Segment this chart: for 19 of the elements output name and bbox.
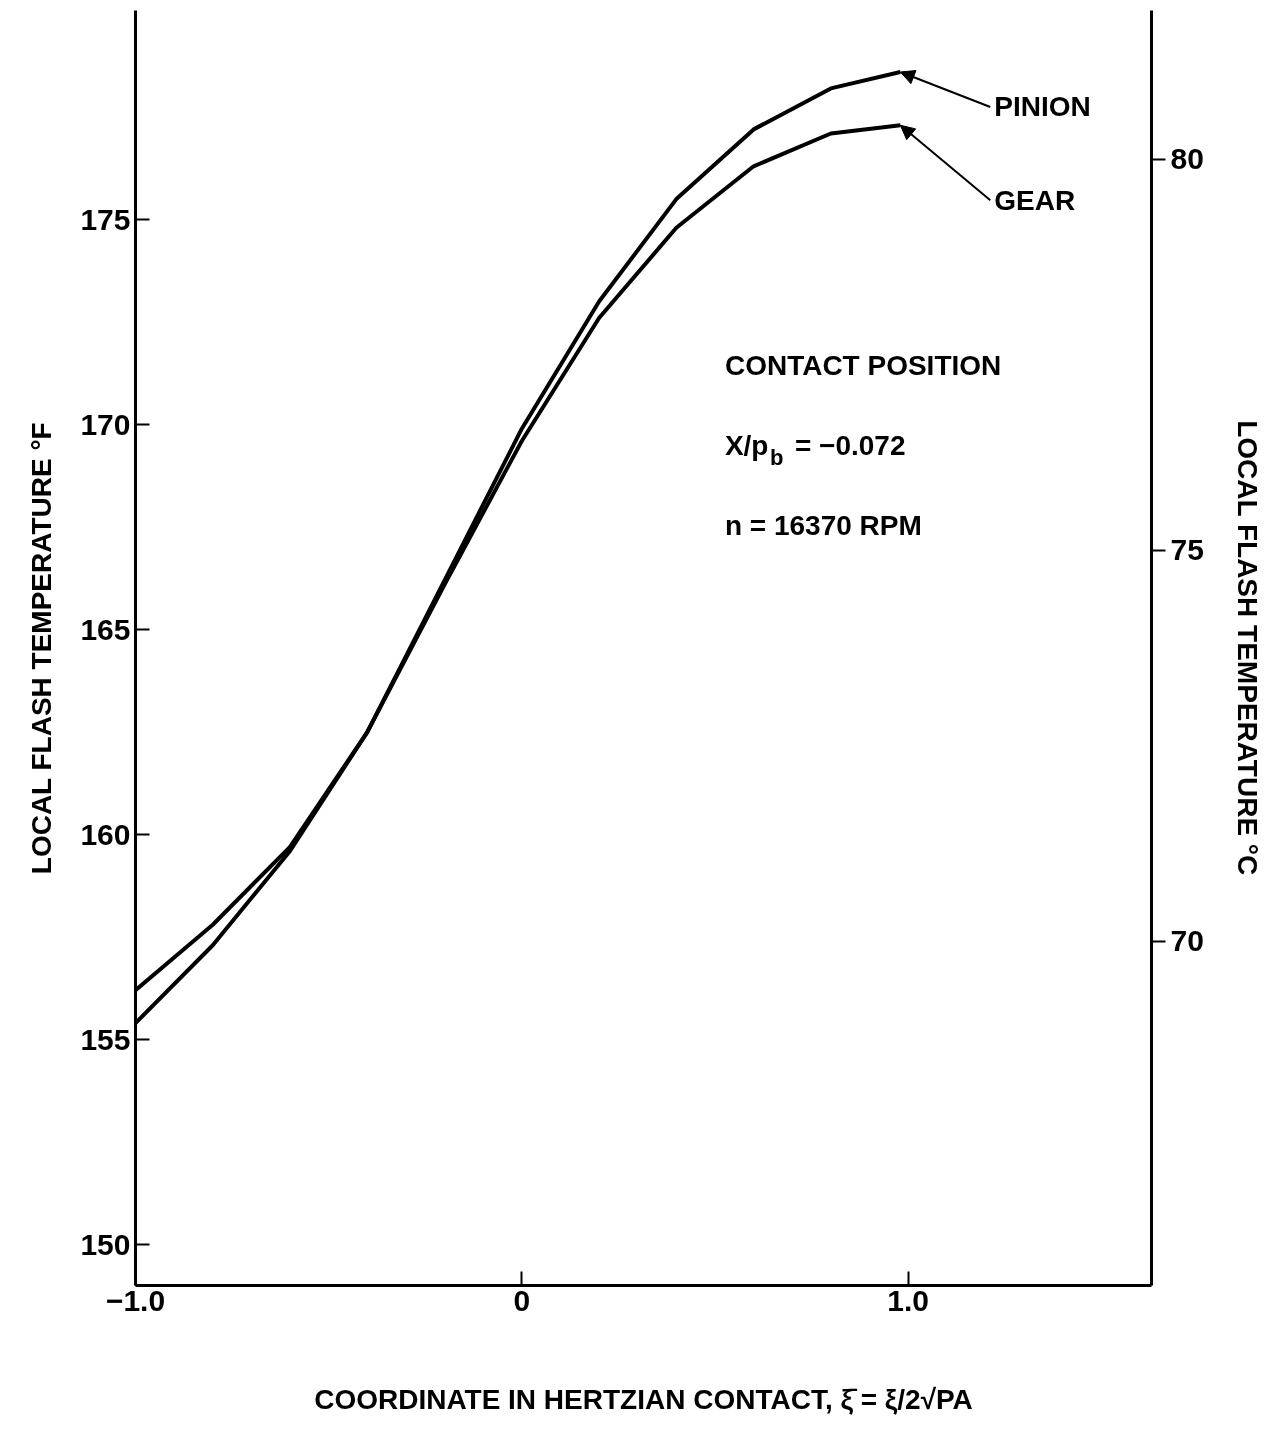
x-tick-label: −1.0 xyxy=(105,1283,166,1317)
annotation: n = 16370 RPM xyxy=(724,510,922,541)
y-axis-title: LOCAL FLASH TEMPERATURE °F xyxy=(26,422,58,875)
x-axis-title: COORDINATE IN HERTZIAN CONTACT, ξ̄ = ξ/2√PA xyxy=(314,1383,973,1415)
y2-tick-label: 70 xyxy=(1170,924,1204,958)
y-tick-label: 150 xyxy=(80,1227,131,1261)
y-tick-label: 160 xyxy=(80,817,131,851)
x-tick-label: 0 xyxy=(513,1283,531,1317)
y2-axis-title: LOCAL FLASH TEMPERATURE °C xyxy=(1231,420,1263,876)
annotation: PINION xyxy=(994,91,1091,123)
annotation: GEAR xyxy=(994,184,1076,216)
x-tick-label: 1.0 xyxy=(887,1283,929,1317)
y-tick-label: 155 xyxy=(80,1022,131,1056)
y-tick-label: 170 xyxy=(80,407,131,441)
annotation: CONTACT POSITION xyxy=(724,350,1002,381)
y2-tick-label: 80 xyxy=(1170,142,1204,176)
y-tick-label: 175 xyxy=(80,202,131,236)
y-tick-label: 165 xyxy=(80,612,131,646)
y2-tick-label: 75 xyxy=(1170,533,1204,567)
